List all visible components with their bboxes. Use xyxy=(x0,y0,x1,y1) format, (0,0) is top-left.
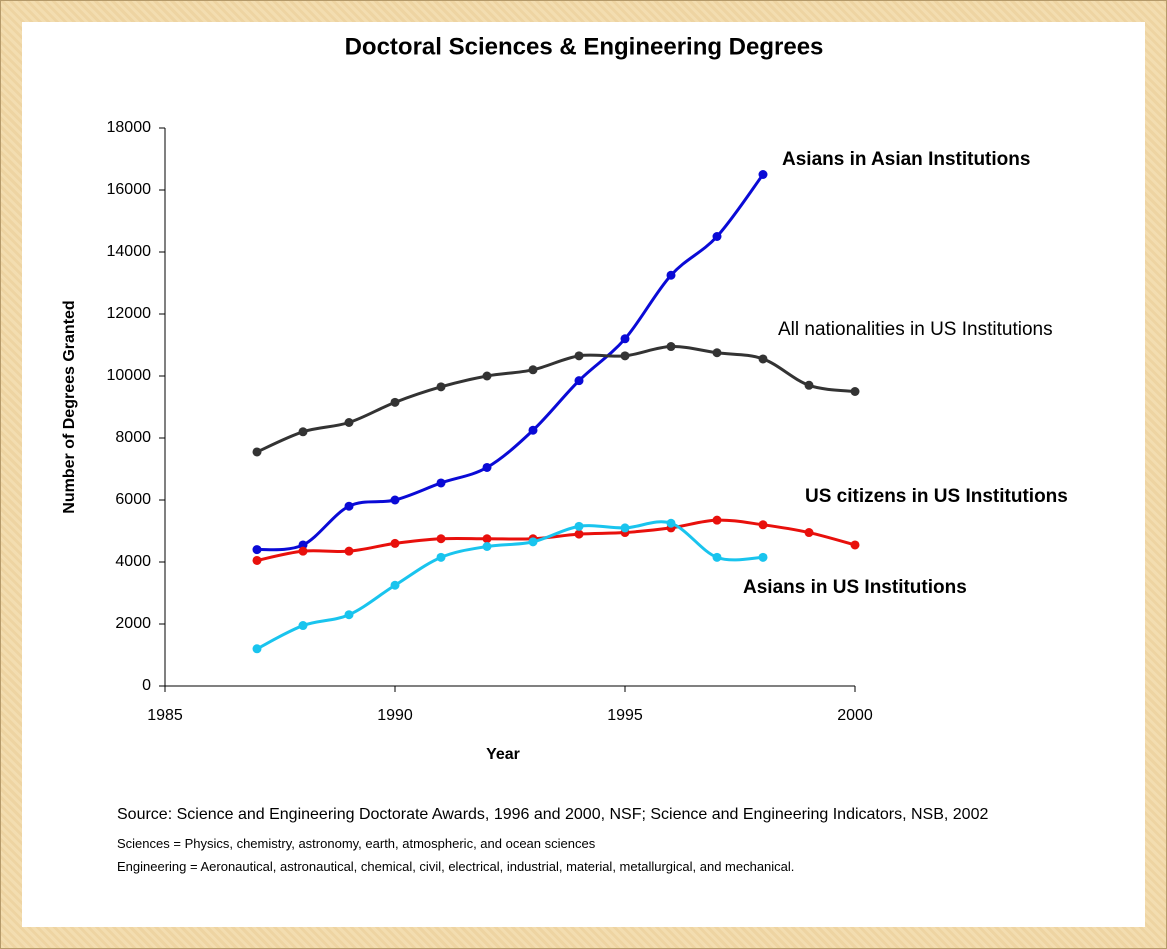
data-point xyxy=(298,427,308,437)
data-point xyxy=(344,610,354,620)
y-tick-label: 6000 xyxy=(115,491,151,508)
data-point xyxy=(574,529,584,539)
data-point xyxy=(850,540,860,550)
y-tick-label: 0 xyxy=(142,677,151,694)
data-point xyxy=(574,351,584,361)
data-point xyxy=(712,232,722,241)
data-point xyxy=(528,537,538,547)
data-point xyxy=(252,644,262,654)
footnotes: Source: Science and Engineering Doctorat… xyxy=(117,797,1147,878)
x-tick-label: 2000 xyxy=(837,707,873,724)
data-point xyxy=(252,545,262,555)
series-line xyxy=(256,173,765,552)
y-axis-title: Number of Degrees Granted xyxy=(61,300,78,513)
data-point xyxy=(758,354,768,364)
data-point xyxy=(712,348,722,358)
data-point xyxy=(758,552,768,562)
data-point xyxy=(482,534,492,544)
data-point xyxy=(482,542,492,551)
data-point xyxy=(298,546,308,556)
data-point xyxy=(850,387,860,396)
data-point xyxy=(344,418,354,427)
data-point xyxy=(390,580,400,590)
engineering-note: Engineering = Aeronautical, astronautica… xyxy=(117,859,795,874)
data-point xyxy=(390,495,400,505)
series-label: All nationalities in US Institutions xyxy=(778,319,1053,340)
data-point xyxy=(712,515,722,525)
x-tick-label: 1985 xyxy=(147,707,183,724)
data-point xyxy=(482,462,492,472)
data-point xyxy=(298,540,308,550)
data-point xyxy=(344,501,354,511)
data-point xyxy=(712,552,722,562)
x-tick-label: 1990 xyxy=(377,707,413,724)
data-point xyxy=(620,351,630,361)
data-point xyxy=(758,520,768,530)
data-point xyxy=(252,447,262,457)
series-label: Asians in Asian Institutions xyxy=(782,149,1030,170)
data-point xyxy=(436,478,446,488)
data-point xyxy=(804,380,814,390)
chart-panel xyxy=(22,22,1145,927)
data-point xyxy=(666,270,676,280)
series-label: Asians in US Institutions xyxy=(743,577,967,598)
sciences-note: Sciences = Physics, chemistry, astronomy… xyxy=(117,836,596,851)
y-tick-label: 14000 xyxy=(107,243,152,260)
chart-title: Doctoral Sciences & Engineering Degrees xyxy=(345,33,824,60)
data-point xyxy=(528,365,538,375)
series-line xyxy=(256,520,764,651)
y-tick-label: 4000 xyxy=(115,553,151,570)
y-tick-label: 10000 xyxy=(107,367,152,384)
data-point xyxy=(298,621,308,631)
x-tick-label: 1995 xyxy=(607,707,643,724)
y-tick-label: 16000 xyxy=(107,181,152,198)
data-point xyxy=(390,538,400,548)
data-point xyxy=(436,552,446,562)
data-point xyxy=(620,523,630,533)
data-point xyxy=(436,382,446,392)
y-tick-label: 8000 xyxy=(115,429,151,446)
data-point xyxy=(758,170,768,179)
data-point xyxy=(390,397,400,407)
data-point xyxy=(574,521,584,531)
data-point xyxy=(482,371,492,381)
y-tick-label: 2000 xyxy=(115,615,151,632)
data-point xyxy=(252,555,262,565)
data-point xyxy=(620,334,630,344)
y-tick-label: 18000 xyxy=(107,119,152,136)
y-tick-label: 12000 xyxy=(107,305,152,322)
x-axis-title: Year xyxy=(486,746,520,763)
data-point xyxy=(436,534,446,544)
data-point xyxy=(666,342,676,352)
data-point xyxy=(344,546,354,556)
data-point xyxy=(574,376,584,386)
source-note: Source: Science and Engineering Doctorat… xyxy=(117,806,989,823)
series-label: US citizens in US Institutions xyxy=(805,486,1068,507)
data-point xyxy=(804,528,814,538)
data-point xyxy=(666,518,676,528)
data-point xyxy=(528,425,538,435)
